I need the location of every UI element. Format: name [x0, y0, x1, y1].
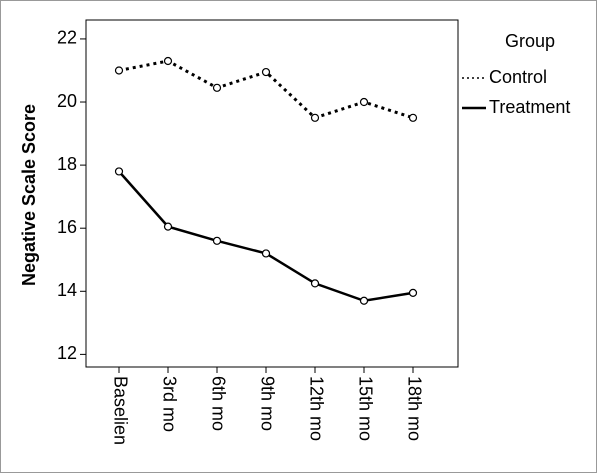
y-tick-label: 16 — [57, 217, 77, 237]
data-point — [114, 66, 124, 75]
x-tick-label: 6th mo — [208, 376, 228, 431]
plot-area — [85, 19, 459, 368]
y-tick-label: 18 — [57, 154, 77, 174]
data-point — [359, 296, 369, 305]
legend-label: Control — [489, 67, 547, 87]
data-point — [163, 56, 173, 66]
data-point — [408, 288, 418, 297]
x-tick-label: 15th mo — [355, 376, 375, 441]
y-tick-label: 22 — [57, 28, 77, 48]
y-tick-label: 20 — [57, 91, 77, 111]
y-tick-label: 14 — [57, 280, 77, 300]
legend-title: Group — [505, 31, 555, 51]
data-point — [359, 97, 369, 107]
data-point — [408, 113, 418, 122]
data-point — [212, 236, 222, 245]
x-tick-label: Baselien — [110, 376, 130, 445]
legend-label: Treatment — [489, 97, 570, 117]
x-tick-label: 12th mo — [306, 376, 326, 441]
x-tick-label: 9th mo — [257, 376, 277, 431]
data-point — [310, 113, 320, 122]
x-tick-label: 18th mo — [404, 376, 424, 441]
data-point — [114, 167, 124, 176]
data-point — [261, 67, 271, 77]
y-tick-label: 12 — [57, 343, 77, 363]
y-axis-label: Negative Scale Score — [19, 104, 39, 286]
x-tick-label: 3rd mo — [159, 376, 179, 432]
data-point — [310, 279, 320, 288]
data-point — [261, 249, 271, 258]
data-point — [163, 222, 173, 231]
data-point — [212, 83, 222, 92]
